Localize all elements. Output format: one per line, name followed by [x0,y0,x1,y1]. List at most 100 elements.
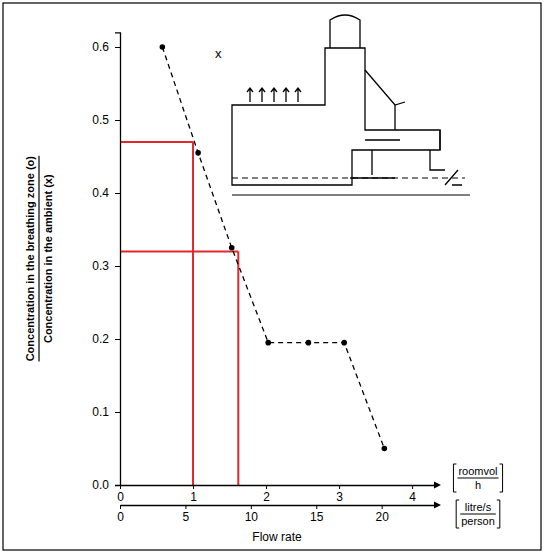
tick-mark [120,485,121,489]
tick: 1 [190,485,197,504]
annotation: x [215,46,222,61]
illustration [232,15,470,195]
tick-label: 0.5 [92,113,109,127]
tick-label: 10 [245,510,259,524]
tick-mark [115,120,120,121]
data-point [265,340,271,346]
tick: 4 [409,485,416,504]
tick-label: 20 [375,510,389,524]
axis-line [121,485,435,486]
tick: 0.0 [92,478,120,492]
tick-label: 0.0 [92,478,109,492]
tick-mark [185,505,186,509]
floor-line [232,195,470,196]
axis-line [121,505,435,506]
fraction-bar [38,156,39,362]
chair [350,140,400,178]
tick: 0.2 [92,332,120,346]
dashed-level [232,178,465,179]
tick: 0.1 [92,405,120,419]
data-point [160,44,166,50]
tick-label: 1 [190,490,197,504]
fraction-bar [460,514,496,515]
data-point [306,340,312,346]
tick-label: 0.2 [92,332,109,346]
tick-label: 15 [310,510,324,524]
tick-mark [115,485,120,486]
tick: 2 [263,485,270,504]
fraction-bar [457,478,498,479]
unit-numerator: roomvol [458,465,497,477]
x-unit: roomvol h [453,464,502,492]
x2-axis: 0 5 10 15 20 [117,505,434,524]
plot-area [120,44,387,485]
data-point [229,245,235,251]
tick-mark [193,485,194,489]
bracket [500,464,503,492]
frame [3,3,541,550]
unit-denominator: h [475,479,481,491]
airflow-arrow [259,88,265,102]
tick: 20 [375,505,389,524]
reference-line-vertical [192,142,194,485]
airflow-arrow [271,88,277,102]
tick: 15 [310,505,324,524]
unit-numerator: litre/s [465,501,492,513]
chart: x 0.0 0.1 0.2 0.3 0.4 0.5 0.6 0 1 2 3 4 0 5 10 15 20 roomv… [0,0,546,554]
tick-mark [115,47,120,48]
y-axis-title: Concentration in the breathing zone (o)C… [24,156,54,362]
tick-label: 0 [117,510,124,524]
tick-mark [412,485,413,489]
person-leg [430,130,445,170]
reference-line-horizontal [120,250,238,252]
data-point [341,340,347,346]
tick-label: 0.1 [92,405,109,419]
tick-mark [120,505,121,509]
x-axis: 0 1 2 3 4 [117,485,434,504]
tick-mark [251,505,252,509]
person-outline [232,15,440,185]
series-line [162,47,384,449]
bracket [453,464,456,492]
bracket [456,500,459,528]
tick-label: 4 [409,490,416,504]
tick-label: 3 [336,490,343,504]
axis-line [115,33,121,486]
tick: 0.4 [92,186,120,200]
tick: 0.6 [92,40,120,54]
axis-arrow [434,482,441,489]
lamp [445,170,462,185]
airflow-arrow [247,88,253,102]
tick-mark [115,266,120,267]
tick-mark [316,505,317,509]
airflow-arrow [283,88,289,102]
x-axis-title: Flow rate [252,530,302,544]
tick: 5 [183,505,190,524]
y-title-denominator: Concentration in the ambient (x) [42,174,54,343]
tick: 0 [117,505,124,524]
tick-mark [266,485,267,489]
tick-label: 2 [263,490,270,504]
tick-mark [115,412,120,413]
x2-unit: litre/s person [456,500,500,528]
tick-label: 5 [183,510,190,524]
tick-label: 0.6 [92,40,109,54]
tick: 10 [245,505,259,524]
tick-mark [115,193,120,194]
axis-arrow [434,502,441,509]
reference-line-vertical [237,251,239,485]
tick: 0.5 [92,113,120,127]
bracket [497,500,500,528]
airflow-arrow [295,88,301,102]
y-axis: 0.0 0.1 0.2 0.3 0.4 0.5 0.6 [92,33,120,492]
reference-line-horizontal [120,141,193,143]
tick: 0.3 [92,259,120,273]
data-point [195,150,201,156]
tick-label: 0.3 [92,259,109,273]
data-point [382,446,388,452]
tick-mark [339,485,340,489]
tick-mark [115,339,120,340]
tick: 0 [117,485,124,504]
person-arm [365,70,405,130]
unit-denominator: person [461,515,495,527]
